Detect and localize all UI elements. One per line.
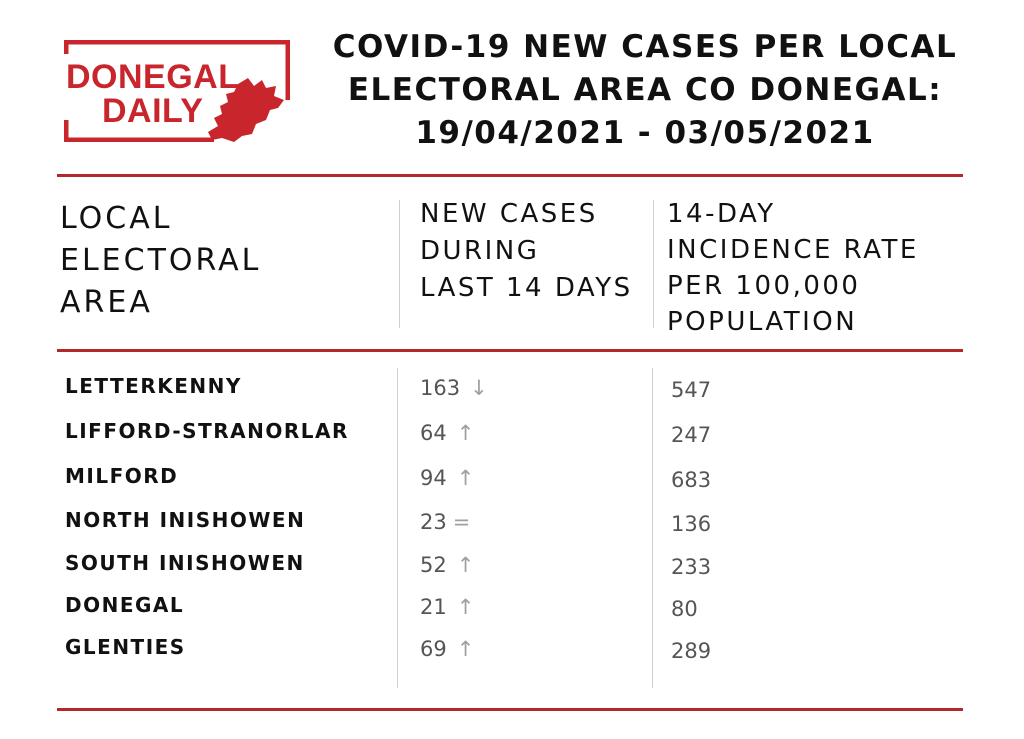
header-line: ELECTORAL — [60, 243, 262, 278]
area-name: DONEGAL — [65, 593, 185, 617]
area-name: LIFFORD-STRANORLAR — [65, 419, 349, 443]
column-separator — [397, 368, 398, 688]
header-new-cases: NEW CASES DURING LAST 14 DAYS — [420, 196, 633, 307]
new-cases-value: 94 ↑ — [420, 466, 474, 490]
incidence-rate-value: 80 — [671, 597, 698, 621]
title-line2: ELECTORAL AREA CO DONEGAL: — [347, 72, 943, 108]
arrow-up-icon: ↑ — [456, 595, 475, 619]
logo-text-line2: DAILY — [102, 92, 204, 130]
column-separator — [652, 368, 653, 688]
cases-number: 94 — [420, 466, 447, 490]
new-cases-value: 52 ↑ — [420, 553, 474, 577]
arrow-up-icon: ↑ — [456, 553, 475, 577]
header-line: PER 100,000 — [667, 271, 861, 301]
area-name: MILFORD — [65, 464, 179, 488]
area-name: GLENTIES — [65, 635, 186, 659]
area-name: SOUTH INISHOWEN — [65, 551, 305, 575]
table-row: SOUTH INISHOWEN 52 ↑ 233 — [0, 551, 1024, 591]
header-line: LOCAL — [60, 201, 173, 236]
arrow-up-icon: ↑ — [456, 421, 475, 445]
cases-number: 163 — [420, 376, 461, 400]
arrow-up-icon: ↑ — [456, 637, 475, 661]
area-name: LETTERKENNY — [65, 374, 242, 398]
equals-icon: = — [452, 510, 471, 534]
new-cases-value: 23 = — [420, 510, 470, 534]
donegal-daily-logo: DONEGAL DAILY — [64, 40, 290, 142]
header-line: 14-DAY — [667, 199, 776, 229]
arrow-up-icon: ↑ — [456, 466, 475, 490]
logo-frame — [64, 40, 290, 142]
area-name: NORTH INISHOWEN — [65, 508, 306, 532]
column-separator — [399, 200, 400, 328]
incidence-rate-value: 683 — [671, 468, 712, 492]
header-local-electoral-area: LOCAL ELECTORAL AREA — [60, 198, 261, 324]
cases-number: 64 — [420, 421, 447, 445]
header-line: AREA — [60, 285, 153, 320]
incidence-rate-value: 289 — [671, 639, 712, 663]
cases-number: 21 — [420, 595, 447, 619]
header-line: LAST 14 DAYS — [420, 273, 633, 303]
new-cases-value: 64 ↑ — [420, 421, 474, 445]
incidence-rate-value: 136 — [671, 512, 712, 536]
new-cases-value: 69 ↑ — [420, 637, 474, 661]
table-row: DONEGAL 21 ↑ 80 — [0, 593, 1024, 633]
header-incidence-rate: 14-DAY INCIDENCE RATE PER 100,000 POPULA… — [667, 196, 919, 340]
incidence-rate-value: 247 — [671, 423, 712, 447]
table-row: LETTERKENNY 163 ↓ 547 — [0, 374, 1024, 414]
table-row: GLENTIES 69 ↑ 289 — [0, 635, 1024, 675]
header-line: NEW CASES — [420, 199, 598, 229]
table-row: NORTH INISHOWEN 23 = 136 — [0, 508, 1024, 548]
cases-number: 69 — [420, 637, 447, 661]
header-line: DURING — [420, 236, 540, 266]
table-row: LIFFORD-STRANORLAR 64 ↑ 247 — [0, 419, 1024, 459]
column-separator — [653, 200, 654, 328]
page-title: COVID-19 NEW CASES PER LOCAL ELECTORAL A… — [300, 26, 990, 155]
logo-text-line1: DONEGAL — [66, 58, 240, 96]
new-cases-value: 163 ↓ — [420, 376, 488, 400]
incidence-rate-value: 233 — [671, 555, 712, 579]
cases-number: 52 — [420, 553, 447, 577]
donegal-county-map-icon — [208, 78, 284, 142]
title-line1: COVID-19 NEW CASES PER LOCAL — [332, 29, 958, 65]
bottom-divider — [57, 708, 963, 711]
cases-number: 23 — [420, 510, 447, 534]
header-line: INCIDENCE RATE — [667, 235, 919, 265]
table-row: MILFORD 94 ↑ 683 — [0, 464, 1024, 504]
new-cases-value: 21 ↑ — [420, 595, 474, 619]
title-line3: 19/04/2021 - 03/05/2021 — [415, 115, 875, 151]
header-divider — [57, 349, 963, 352]
arrow-down-icon: ↓ — [470, 376, 488, 400]
incidence-rate-value: 547 — [671, 378, 712, 402]
header-line: POPULATION — [667, 307, 858, 337]
top-divider — [57, 174, 963, 177]
